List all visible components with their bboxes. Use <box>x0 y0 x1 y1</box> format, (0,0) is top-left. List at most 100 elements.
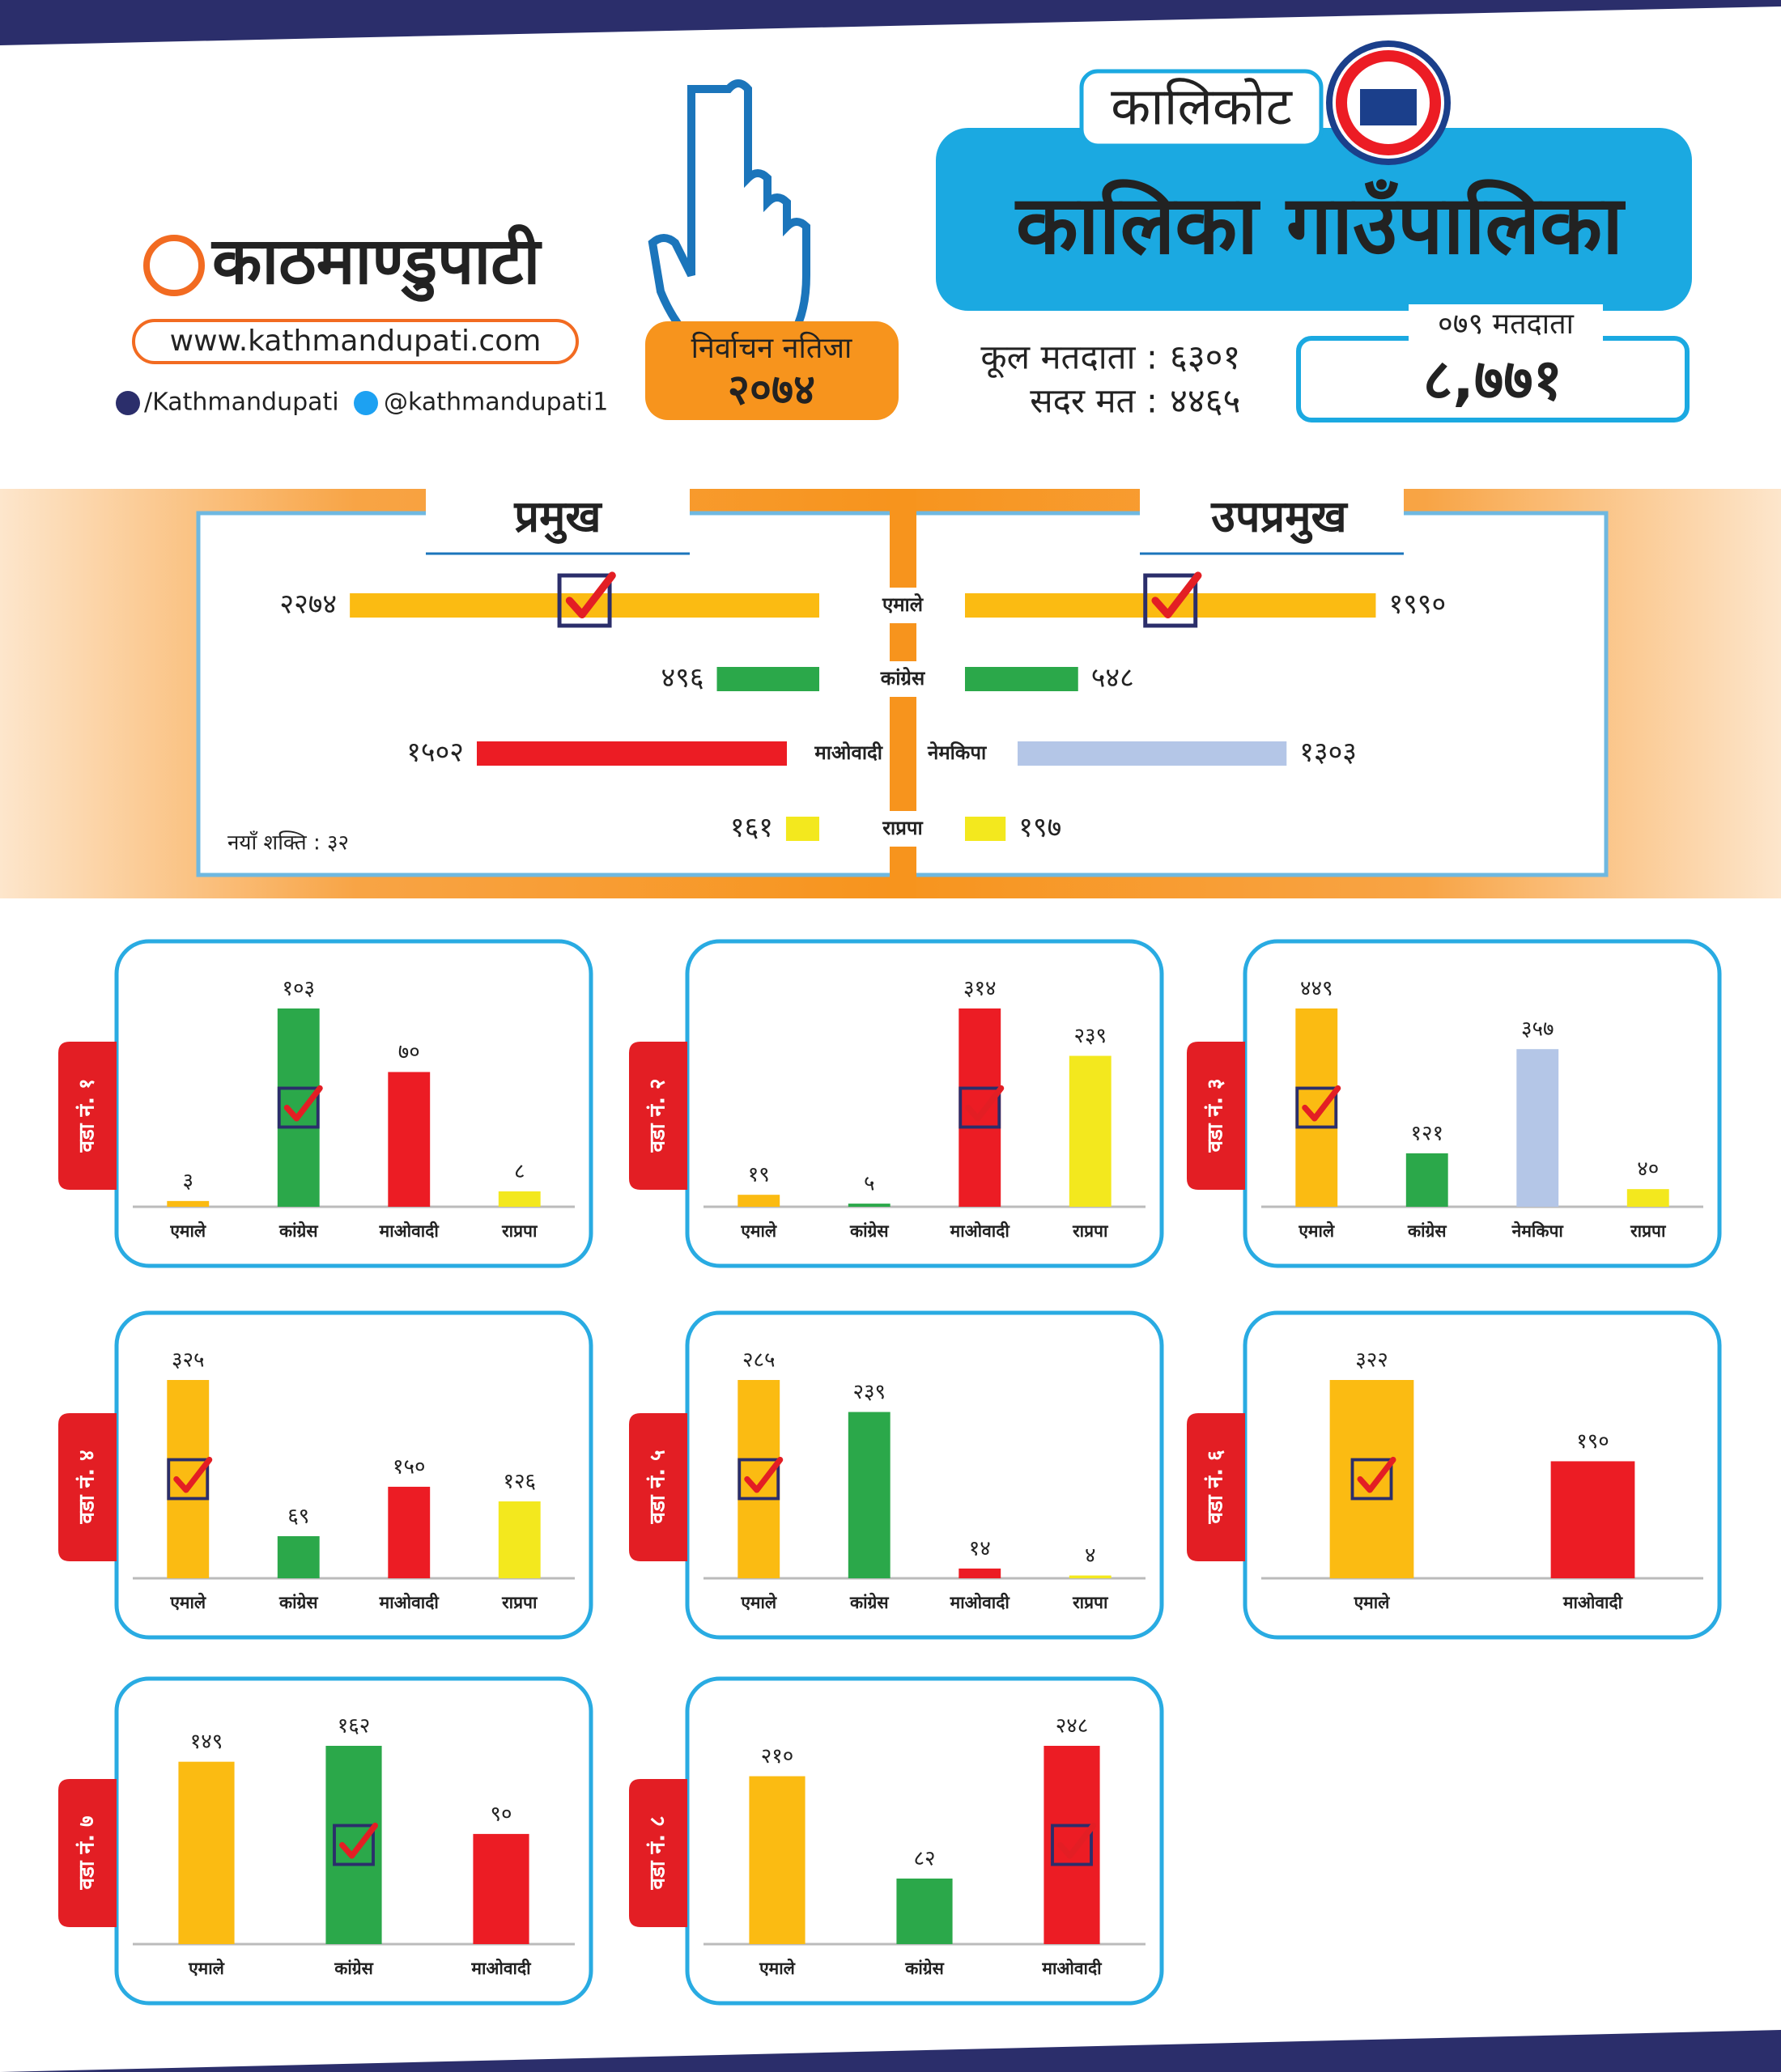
category-label: एमाले <box>169 1592 206 1612</box>
bar <box>277 1008 320 1207</box>
ward-tab <box>58 1779 117 1927</box>
ward-tab <box>629 1779 687 1927</box>
badge <box>645 321 899 420</box>
bar <box>785 817 819 841</box>
value-label: १९० <box>1576 1429 1609 1454</box>
check-box <box>557 573 612 628</box>
total-voters: ६३०१ <box>1170 338 1240 377</box>
category-label: माओवादी <box>950 1592 1011 1612</box>
value-label: ३५७ <box>1521 1017 1554 1042</box>
category-label: एमाले <box>169 1221 206 1241</box>
check-tick <box>1357 1456 1396 1493</box>
website: www.kathmandupati.com <box>170 325 542 358</box>
category-label: एमाले <box>759 1958 796 1978</box>
total-voters-label: कूल मतदाता : <box>980 338 1158 379</box>
voters-079: ८,७७१ <box>1423 346 1562 413</box>
value-label: ७० <box>398 1040 420 1064</box>
ward-title: वडा नं. १ <box>75 1078 100 1153</box>
bar <box>1018 741 1287 766</box>
value-label: १०३ <box>282 977 315 1001</box>
check-tick <box>1151 571 1202 619</box>
winner-check <box>1295 1085 1341 1129</box>
card <box>1243 1310 1722 1640</box>
category-label: राप्रपा <box>501 1221 538 1241</box>
bar <box>167 1380 210 1578</box>
category-label: माओवादी <box>1041 1958 1103 1978</box>
ward-title: वडा नं. ५ <box>646 1450 670 1524</box>
category-label: राप्रपा <box>1072 1593 1109 1612</box>
ward-tab <box>58 1042 117 1190</box>
check-box <box>1143 573 1198 628</box>
value-label: २८५ <box>742 1348 776 1373</box>
value-label: १४९ <box>190 1730 223 1754</box>
badge-title: निर्वाचन नतिजा <box>691 331 852 365</box>
bottom-strip <box>0 2030 1781 2072</box>
check-box <box>167 1458 210 1501</box>
check-tick <box>565 571 616 619</box>
value-label: १९ <box>748 1163 770 1187</box>
tab <box>1140 484 1404 555</box>
value-label: २४८ <box>1056 1714 1089 1739</box>
category-label: कांग्रेस <box>334 1958 373 1978</box>
category-label: माओवादी <box>379 1221 440 1241</box>
category-label: एमाले <box>882 593 925 616</box>
category-label-bg <box>852 661 954 697</box>
check-box <box>1295 1086 1338 1129</box>
value-label: १४ <box>969 1536 991 1560</box>
value-label: ५४८ <box>1091 662 1134 694</box>
voters-079-tab <box>1409 304 1603 346</box>
bar <box>277 1535 320 1578</box>
ballot-box <box>1360 89 1417 125</box>
valid-votes: ४४६५ <box>1170 381 1240 421</box>
category-label: माओवादी <box>814 741 882 764</box>
category-label-bg <box>852 811 954 847</box>
value-label: १२१ <box>1410 1121 1443 1145</box>
value-label: ४ <box>1085 1543 1096 1568</box>
ward-title: वडा नं. ६ <box>1204 1450 1228 1524</box>
ward-tab <box>1187 1413 1245 1561</box>
voters-079-label: ०७९ मतदाता <box>1438 308 1575 341</box>
bar <box>388 1072 431 1207</box>
value-label: १६२ <box>338 1714 371 1739</box>
ballot-ring <box>1336 50 1441 155</box>
value-label: १५० <box>393 1454 426 1479</box>
district-box <box>1079 69 1324 148</box>
check-box <box>1350 1458 1393 1501</box>
ward-tab <box>58 1413 117 1561</box>
value-label: २३९ <box>852 1380 886 1404</box>
ward-title: वडा नं. २ <box>646 1078 670 1153</box>
ward-title: वडा नं. ३ <box>1204 1078 1228 1153</box>
bar <box>1329 1380 1414 1578</box>
bar <box>737 1195 780 1207</box>
value-label: १५०२ <box>406 737 464 769</box>
check-box <box>277 1086 320 1129</box>
ward-title: वडा नं. ४ <box>75 1450 100 1524</box>
category-label: नेमकिपा <box>1511 1221 1565 1241</box>
value-label: १३०३ <box>1299 737 1357 769</box>
district: कालिकोट <box>1111 78 1293 138</box>
bar <box>716 667 819 691</box>
winner-check <box>1143 571 1202 628</box>
ward-tab <box>629 1413 687 1561</box>
category-label: राप्रपा <box>1072 1221 1109 1241</box>
check-box <box>333 1824 375 1866</box>
category-label: राप्रपा <box>882 817 923 839</box>
twitter: @kathmandupati1 <box>384 388 608 417</box>
check-tick <box>173 1456 213 1493</box>
logo-icon <box>143 235 205 296</box>
check-box <box>959 1086 1001 1129</box>
bar <box>896 1878 953 1944</box>
value-label: १२६ <box>503 1470 536 1494</box>
value-label: २१० <box>761 1744 794 1768</box>
bar <box>848 1412 890 1578</box>
bar <box>167 1200 210 1207</box>
check-tick <box>744 1456 784 1493</box>
check-tick <box>1057 1822 1096 1859</box>
category-label: कांग्रेस <box>880 667 925 690</box>
category-label: कांग्रेस <box>904 1958 944 1978</box>
bar <box>498 1501 541 1578</box>
check-tick <box>965 1085 1005 1122</box>
value-label: ६९ <box>287 1504 309 1528</box>
winner-check <box>557 571 616 628</box>
